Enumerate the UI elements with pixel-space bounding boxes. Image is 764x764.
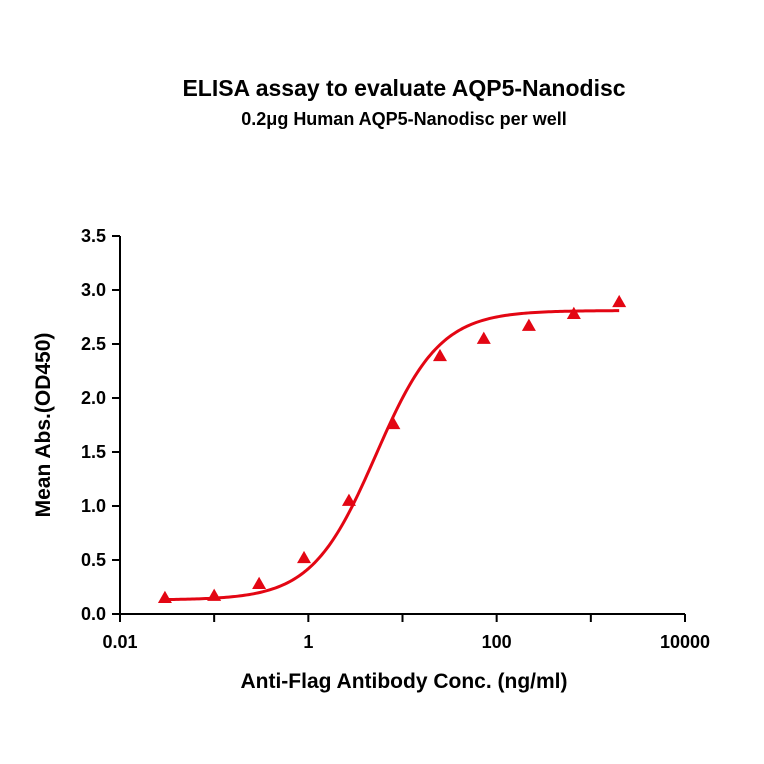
data-point-triangle: [521, 318, 536, 331]
y-tick-label: 2.0: [81, 388, 106, 408]
data-point-triangle: [476, 331, 491, 344]
y-tick-label: 1.5: [81, 442, 106, 462]
data-point-triangle: [207, 588, 222, 601]
y-tick-label: 1.0: [81, 496, 106, 516]
x-tick-label: 10000: [660, 632, 710, 652]
y-tick-label: 0.0: [81, 604, 106, 624]
axes: [119, 236, 685, 615]
chart-subtitle: 0.2μg Human AQP5-Nanodisc per well: [241, 109, 566, 129]
data-point-triangle: [252, 576, 267, 590]
data-point-triangle: [612, 294, 627, 308]
y-tick-label: 3.5: [81, 226, 106, 246]
data-point-triangle: [157, 590, 172, 604]
y-tick-label: 3.0: [81, 280, 106, 300]
y-ticks: 0.0 0.5 1.0 1.5 2.0 2.5 3.0 3.5: [81, 226, 120, 624]
data-point-triangle: [566, 306, 581, 320]
data-point-triangle: [341, 493, 356, 506]
y-axis-label: Mean Abs.(OD450): [32, 333, 55, 518]
x-axis-label: Anti-Flag Antibody Conc. (ng/ml): [240, 670, 567, 693]
x-tick-label: 1: [303, 632, 313, 652]
data-point-triangle: [297, 550, 312, 564]
data-point-triangle: [386, 416, 401, 430]
y-tick-label: 0.5: [81, 550, 106, 570]
x-tick-label: 0.01: [102, 632, 137, 652]
data-point-triangle: [432, 348, 447, 362]
x-tick-label: 100: [482, 632, 512, 652]
y-tick-label: 2.5: [81, 334, 106, 354]
data-points: [157, 294, 627, 604]
fit-curve: [164, 309, 620, 602]
x-ticks: 0.01 1 100 10000: [102, 614, 710, 652]
chart-title: ELISA assay to evaluate AQP5-Nanodisc: [182, 75, 625, 101]
